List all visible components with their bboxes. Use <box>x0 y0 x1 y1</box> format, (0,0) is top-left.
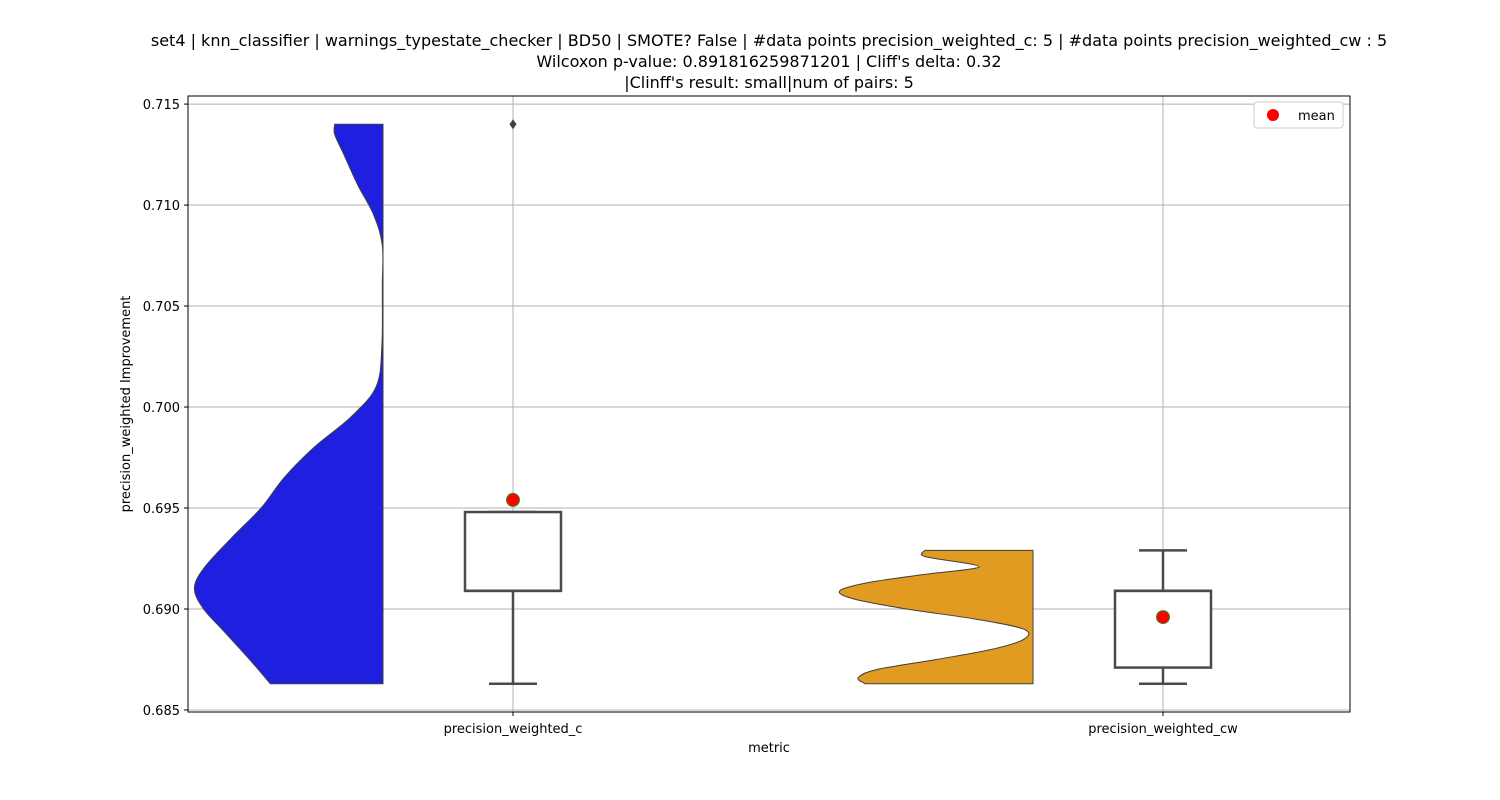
legend-box <box>1253 101 1344 129</box>
violin-precision_weighted_cw <box>838 549 1034 685</box>
violins <box>193 123 1034 685</box>
title-line-3: |Clinff's result: small|num of pairs: 5 <box>624 73 914 92</box>
outlier-point <box>509 119 517 130</box>
mean-marker-precision_weighted_c <box>506 492 520 507</box>
y-tick-label: 0.685 <box>143 704 180 719</box>
x-axis-ticks: precision_weighted_c precision_weighted_c… <box>444 712 1238 737</box>
iqr-box <box>463 510 563 593</box>
y-tick-label: 0.710 <box>143 199 180 214</box>
title-line-1: set4 | knn_classifier | warnings_typesta… <box>151 31 1387 51</box>
y-tick-label: 0.690 <box>143 603 180 618</box>
mean-markers <box>506 492 1170 625</box>
legend-mean-marker <box>1267 109 1279 121</box>
legend: mean <box>1253 101 1344 129</box>
violin-precision_weighted_c <box>193 123 384 685</box>
legend-mean-label: mean <box>1298 109 1335 124</box>
y-tick-label: 0.695 <box>143 502 180 517</box>
y-axis-label: precision_weighted Improvement <box>119 296 134 513</box>
x-tick-label: precision_weighted_cw <box>1088 722 1238 737</box>
y-tick-label: 0.700 <box>143 401 180 416</box>
boxplots <box>463 119 1213 685</box>
y-tick-label: 0.705 <box>143 300 180 315</box>
mean-marker-precision_weighted_cw <box>1156 610 1170 625</box>
y-tick-label: 0.715 <box>143 98 180 113</box>
boxplot-precision_weighted_cw <box>1113 549 1213 685</box>
boxplot-precision_weighted_c <box>463 119 563 685</box>
y-axis-ticks: 0.685 0.690 0.695 0.700 0.705 0.710 0.715 <box>143 98 188 719</box>
title-line-2: Wilcoxon p-value: 0.891816259871201 | Cl… <box>536 52 1001 71</box>
x-axis-label: metric <box>748 741 790 756</box>
iqr-box <box>1113 589 1213 669</box>
x-tick-label: precision_weighted_c <box>444 722 583 737</box>
chart-title: set4 | knn_classifier | warnings_typesta… <box>151 31 1387 92</box>
plot-frame <box>187 95 1351 713</box>
